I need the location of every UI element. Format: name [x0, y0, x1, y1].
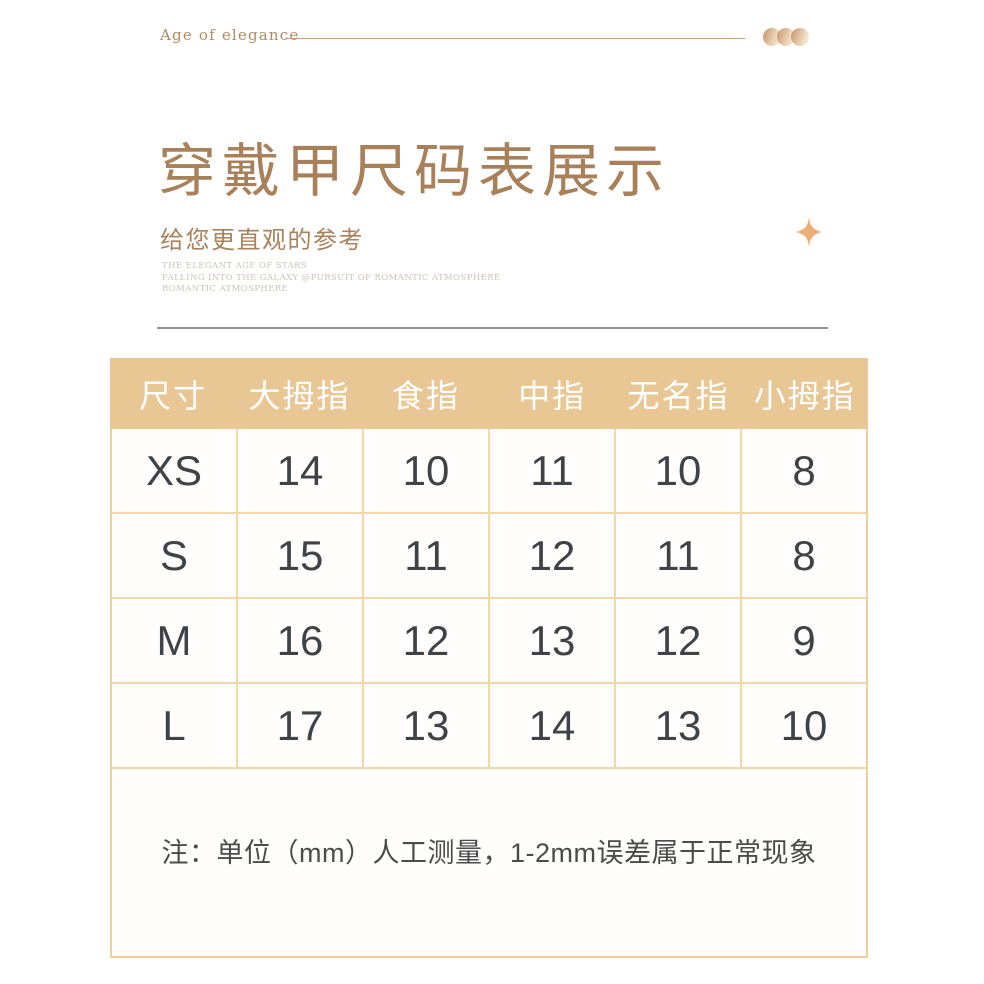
value-cell: 13	[362, 684, 488, 767]
gradient-circles-icon	[763, 28, 809, 46]
value-cell: 14	[236, 429, 362, 512]
table-row: XS 14 10 11 10 8	[112, 429, 866, 514]
column-header: 中指	[518, 377, 587, 414]
table-body: XS 14 10 11 10 8 S 15 11 12 11 8 M 16 12…	[110, 429, 868, 958]
value-cell: 8	[740, 429, 866, 512]
value-cell: 10	[362, 429, 488, 512]
circle-icon	[763, 28, 781, 46]
value-cell: 13	[488, 599, 614, 682]
column-header: 小拇指	[753, 377, 856, 414]
value-cell: 16	[236, 599, 362, 682]
size-table: 尺寸 大拇指 食指 中指 无名指 小拇指 XS 14 10 11 10 8 S …	[110, 358, 868, 958]
value-cell: 10	[740, 684, 866, 767]
value-cell: 12	[488, 514, 614, 597]
value-cell: 14	[488, 684, 614, 767]
value-cell: 10	[614, 429, 740, 512]
size-cell: XS	[145, 446, 203, 494]
column-header: 尺寸	[139, 377, 208, 414]
table-header-row: 尺寸 大拇指 食指 中指 无名指 小拇指	[110, 358, 868, 429]
sparkle-icon	[796, 217, 822, 247]
section-divider-line	[157, 327, 828, 329]
tagline-line: FALLING INTO THE GALAXY @PURSUIT OF ROMA…	[162, 272, 501, 283]
value-cell: 9	[740, 599, 866, 682]
column-header: 食指	[391, 377, 460, 414]
value-cell: 17	[236, 684, 362, 767]
circle-icon	[791, 28, 809, 46]
tagline-line: ROMANTIC ATMOSPHERE	[162, 284, 289, 294]
size-cell: L	[162, 701, 186, 749]
column-header: 无名指	[627, 377, 730, 414]
tagline-line: THE ELEGANT AGE OF STARS	[162, 261, 308, 271]
value-cell: 15	[236, 514, 362, 597]
top-divider-line	[285, 38, 745, 39]
value-cell: 11	[614, 514, 740, 597]
size-cell: S	[159, 531, 188, 579]
value-cell: 11	[362, 514, 488, 597]
value-cell: 11	[488, 429, 614, 512]
column-header: 大拇指	[248, 377, 351, 414]
page-subtitle: 给您更直观的参考	[160, 227, 364, 254]
brand-label: Age of elegance	[160, 26, 300, 44]
value-cell: 12	[362, 599, 488, 682]
tagline-block: THE ELEGANT AGE OF STARS FALLING INTO TH…	[162, 261, 501, 296]
measurement-note: 注：单位（mm）人工测量，1-2mm误差属于正常现象	[161, 838, 817, 868]
value-cell: 13	[614, 684, 740, 767]
value-cell: 12	[614, 599, 740, 682]
table-row: M 16 12 13 12 9	[112, 599, 866, 684]
table-row: L 17 13 14 13 10	[112, 684, 866, 769]
page-title: 穿戴甲尺码表展示	[158, 139, 671, 204]
table-row: S 15 11 12 11 8	[112, 514, 866, 599]
size-cell: M	[156, 616, 192, 664]
value-cell: 8	[740, 514, 866, 597]
circle-icon	[777, 28, 795, 46]
